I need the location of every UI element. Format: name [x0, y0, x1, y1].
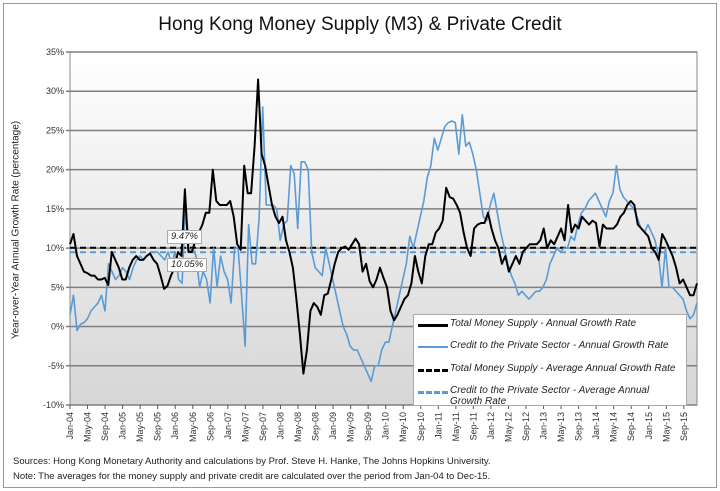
x-tick-label: May-12: [503, 412, 513, 442]
y-tick-label: 35%: [46, 47, 64, 57]
y-tick-label: 25%: [46, 125, 64, 135]
y-tick-label: 20%: [46, 165, 64, 175]
x-tick-label: May-04: [83, 412, 93, 442]
y-tick-label: -10%: [43, 400, 64, 410]
footer-note: Note: The averages for the money supply …: [13, 471, 491, 482]
x-tick-label: Jan-07: [223, 412, 233, 440]
x-tick-label: Jan-06: [170, 412, 180, 440]
x-tick-label: May-05: [135, 412, 145, 442]
y-tick-label: 15%: [46, 204, 64, 214]
y-tick-label: -5%: [48, 361, 64, 371]
x-tick-label: Sep-06: [205, 412, 215, 441]
x-tick-label: Sep-10: [416, 412, 426, 441]
x-tick-label: Jan-09: [328, 412, 338, 440]
legend-item-private-credit: Credit to the Private Sector - Annual Gr…: [418, 340, 680, 351]
x-tick-label: May-13: [556, 412, 566, 442]
x-tick-label: Sep-04: [100, 412, 110, 441]
legend-label: Credit to the Private Sector - Average A…: [450, 385, 650, 407]
x-tick-label: Jan-05: [118, 412, 128, 440]
avg-label-money-supply: 10.05%: [167, 258, 208, 273]
x-tick-label: Sep-11: [468, 412, 478, 440]
x-tick-label: May-06: [188, 412, 198, 442]
x-tick-label: Jan-04: [65, 412, 75, 440]
y-tick-label: 30%: [46, 86, 64, 96]
x-tick-label: Sep-12: [521, 412, 531, 441]
x-tick-label: May-09: [346, 412, 356, 442]
legend-item-money-supply: Total Money Supply - Annual Growth Rate: [418, 318, 680, 329]
x-tick-label: Jan-14: [591, 412, 601, 440]
x-tick-label: May-14: [609, 412, 619, 442]
legend-item-money-supply-avg: Total Money Supply - Average Annual Grow…: [418, 363, 680, 374]
x-tick-label: Sep-09: [363, 412, 373, 441]
x-tick-label: Jan-12: [486, 412, 496, 440]
legend-swatch: [418, 391, 448, 394]
chart-title: Hong Kong Money Supply (M3) & Private Cr…: [158, 14, 562, 35]
legend-item-private-credit-avg: Credit to the Private Sector - Average A…: [418, 385, 680, 407]
x-tick-label: May-08: [293, 412, 303, 442]
x-tick-label: Sep-14: [626, 412, 636, 441]
x-tick-label: May-07: [240, 412, 250, 442]
x-tick-label: Jan-08: [275, 412, 285, 440]
y-tick-label: 5%: [51, 282, 64, 292]
x-tick-label: Sep-08: [311, 412, 321, 441]
legend-swatch: [418, 369, 448, 372]
x-tick-label: Sep-13: [574, 412, 584, 441]
y-tick-label: 0%: [51, 322, 64, 332]
footer-sources: Sources: Hong Kong Monetary Authority an…: [13, 456, 491, 467]
legend-label: Credit to the Private Sector - Annual Gr…: [450, 340, 669, 351]
x-tick-label: May-15: [661, 412, 671, 442]
series-line-private-credit: [69, 106, 698, 383]
legend: Total Money Supply - Annual Growth Rate …: [413, 314, 687, 407]
x-tick-label: Jan-11: [433, 412, 443, 439]
x-tick-label: May-10: [398, 412, 408, 442]
x-tick-label: Sep-05: [153, 412, 163, 441]
x-tick-label: Jan-15: [644, 412, 654, 440]
legend-label: Total Money Supply - Average Annual Grow…: [450, 363, 676, 374]
legend-swatch: [418, 346, 448, 348]
legend-swatch: [418, 324, 448, 327]
x-tick-label: Sep-07: [258, 412, 268, 441]
y-tick-label: 10%: [46, 243, 64, 253]
x-tick-label: Jan-13: [539, 412, 549, 440]
x-tick-label: Sep-15: [679, 412, 689, 441]
x-tick-label: May-11: [451, 412, 461, 441]
x-tick-label: Jan-10: [381, 412, 391, 440]
legend-label: Total Money Supply - Annual Growth Rate: [450, 318, 637, 329]
avg-label-private-credit: 9.47%: [167, 229, 202, 244]
